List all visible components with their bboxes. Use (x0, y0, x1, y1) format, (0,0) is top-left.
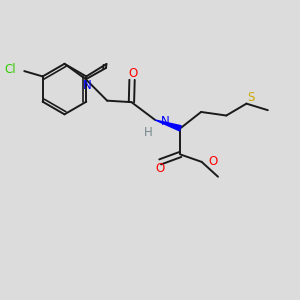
Text: N: N (83, 79, 92, 92)
Text: O: O (208, 155, 218, 168)
Text: Cl: Cl (4, 63, 16, 76)
Polygon shape (155, 120, 181, 131)
Text: H: H (144, 126, 153, 139)
Text: O: O (155, 162, 164, 175)
Text: O: O (128, 67, 137, 80)
Text: N: N (160, 115, 169, 128)
Text: S: S (247, 91, 255, 104)
